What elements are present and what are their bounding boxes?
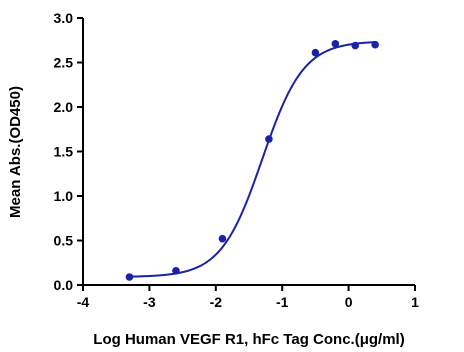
data-point — [218, 234, 227, 243]
y-tick-label: 1.0 — [54, 188, 74, 204]
fit-curve — [129, 41, 376, 278]
y-tick-label: 2.0 — [54, 99, 74, 115]
fit-curve-layer — [129, 41, 376, 278]
y-tick-label: 0.5 — [54, 233, 74, 249]
x-tick-label: 1 — [411, 294, 419, 310]
y-tick-label: 0.0 — [54, 277, 74, 293]
ticks: -4 -3 -2 -1 0 1 0.0 0.5 1.0 1.5 2.0 2.5 3.0 — [54, 10, 420, 310]
x-tick-label: -2 — [210, 294, 223, 310]
x-tick-label: 0 — [345, 294, 353, 310]
data-point — [371, 40, 379, 49]
data-point — [172, 266, 180, 275]
data-point — [351, 41, 360, 50]
y-tick-label: 2.5 — [54, 55, 74, 71]
data-point — [311, 48, 320, 57]
y-tick-label: 1.5 — [54, 144, 74, 160]
y-tick-label: 3.0 — [54, 10, 74, 26]
data-point — [125, 273, 134, 281]
x-tick-label: -1 — [276, 294, 289, 310]
x-axis-title: Log Human VEGF R1, hFc Tag Conc.(μg/ml) — [93, 331, 404, 348]
data-points-layer — [125, 40, 379, 281]
x-tick-label: -4 — [77, 294, 90, 310]
axes — [82, 18, 415, 286]
data-point — [331, 40, 340, 48]
y-axis-title: Mean Abs.(OD450) — [7, 86, 24, 218]
data-point — [265, 135, 273, 143]
x-tick-label: -3 — [143, 294, 156, 310]
